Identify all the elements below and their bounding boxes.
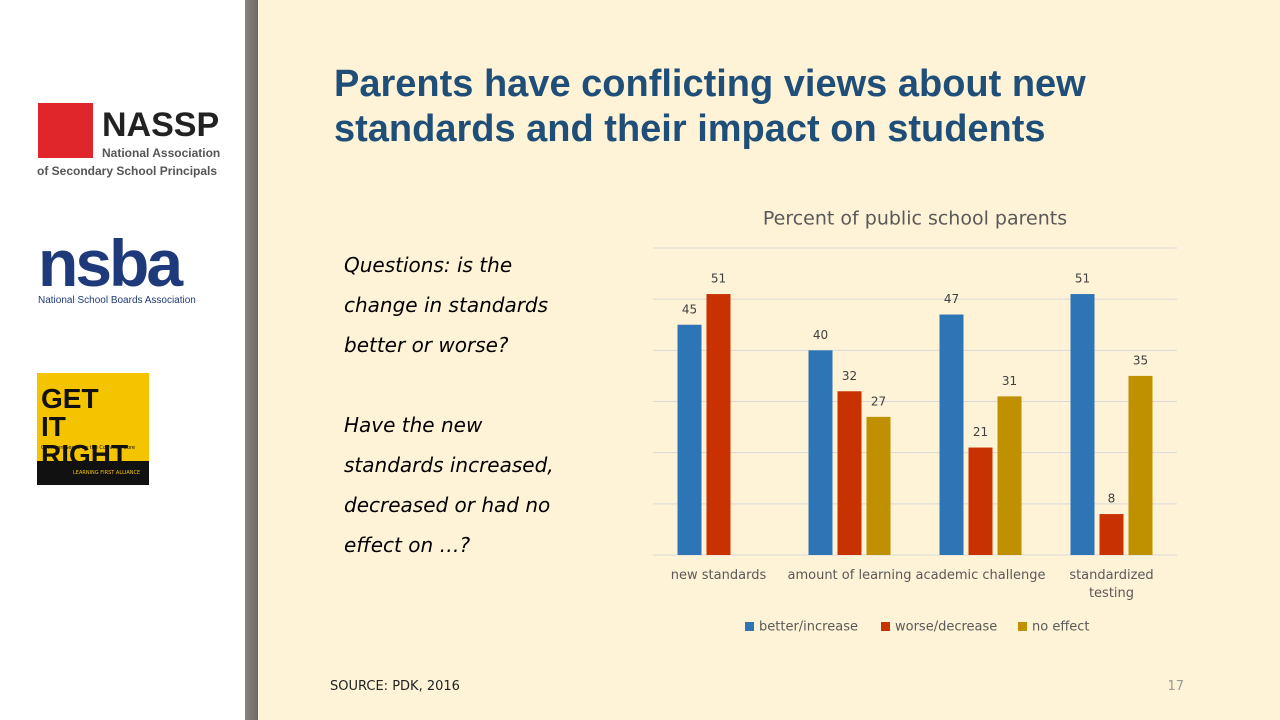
getitright-tagline: Common Sense on the Common Core [41, 445, 136, 451]
legend-swatch [1018, 622, 1027, 631]
data-label: 45 [682, 302, 697, 316]
data-label: 31 [1002, 374, 1017, 388]
data-label: 51 [711, 272, 726, 286]
divider [245, 0, 258, 720]
legend-label: better/increase [759, 620, 858, 635]
bar [866, 416, 891, 555]
bar [706, 294, 731, 555]
legend-swatch [745, 622, 754, 631]
source: SOURCE: PDK, 2016 [330, 679, 460, 694]
x-tick-label: academic challenge [915, 568, 1046, 583]
x-tick-label: amount of learning [787, 568, 912, 583]
data-label: 40 [813, 328, 828, 342]
bar [808, 350, 833, 555]
page-number: 17 [1167, 679, 1184, 694]
data-label: 51 [1075, 272, 1090, 286]
nassp-line1: National Association [102, 146, 221, 160]
nassp-line2: of Secondary School Principals [37, 164, 218, 178]
legend-swatch [881, 622, 890, 631]
question: Have the new standards increased, decrea… [344, 413, 554, 557]
bar [939, 314, 964, 555]
nsba-name: nsba [38, 226, 183, 300]
data-label: 32 [842, 369, 857, 383]
chart-title: Percent of public school parents [763, 208, 1067, 230]
bar [837, 391, 862, 555]
data-label: 47 [944, 292, 959, 306]
bar [677, 324, 702, 555]
slide-title: Parents have conflicting views about new… [334, 63, 1086, 150]
bar [968, 447, 993, 555]
legend-label: no effect [1032, 620, 1090, 635]
bar [1128, 375, 1153, 555]
data-label: 8 [1108, 492, 1116, 506]
x-tick-label: standardized testing [1069, 568, 1154, 601]
nassp-mark [38, 103, 93, 158]
bar [1070, 294, 1095, 555]
data-label: 35 [1133, 353, 1148, 367]
bar [1099, 514, 1124, 555]
nassp-name: NASSP [102, 106, 220, 144]
question: Questions: is the change in standards be… [344, 253, 549, 357]
nsba-caption: National School Boards Association [38, 295, 196, 306]
getitright-partner: LEARNING FIRST ALLIANCE [73, 470, 141, 476]
getitright-strip: LEARNING FIRST ALLIANCE [37, 461, 149, 485]
data-label: 21 [973, 425, 988, 439]
bar [997, 396, 1022, 555]
data-label: 27 [871, 394, 886, 408]
logo-panel: NASSP National Association of Secondary … [0, 0, 245, 720]
getitright-logo: GET IT RIGHT Common Sense on the Common … [37, 373, 149, 485]
x-tick-label: new standards [670, 568, 767, 583]
legend-label: worse/decrease [895, 620, 997, 635]
